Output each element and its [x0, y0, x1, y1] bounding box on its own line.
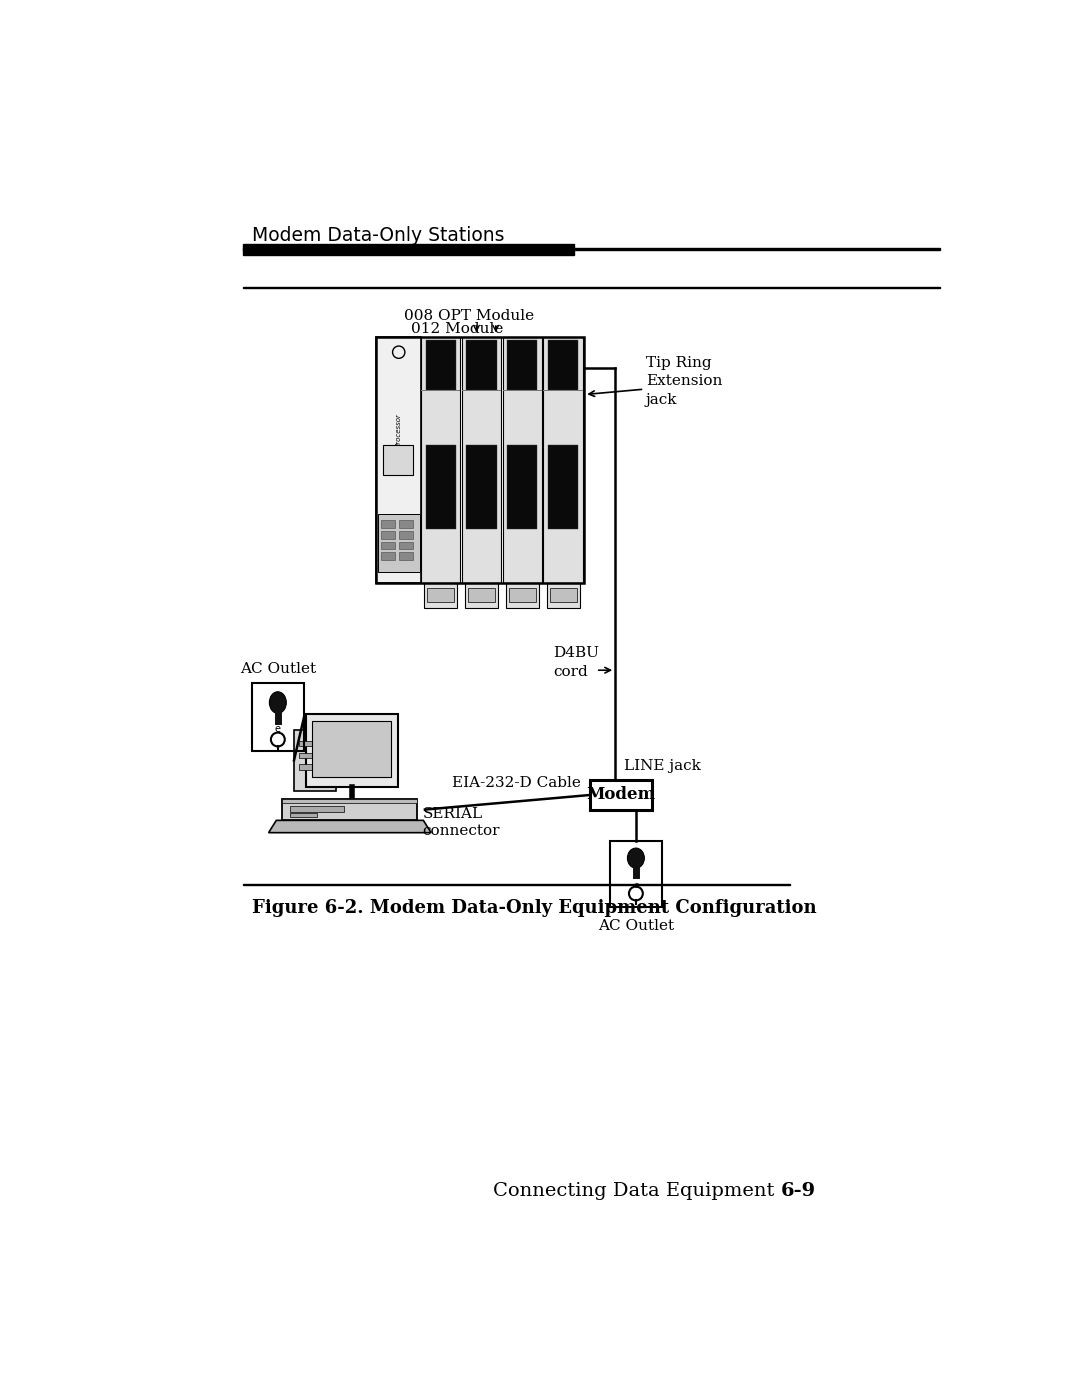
Text: Figure 6-2. Modem Data-Only Equipment Configuration: Figure 6-2. Modem Data-Only Equipment Co… [252, 898, 816, 917]
Bar [299, 752, 330, 757]
Text: 008 OPT Module: 008 OPT Module [404, 310, 534, 324]
Text: Processor: Processor [395, 413, 402, 448]
Bar [283, 799, 417, 804]
Ellipse shape [269, 692, 286, 713]
Bar [299, 741, 330, 746]
Bar [306, 714, 397, 787]
Text: SERIAL
connector: SERIAL connector [422, 806, 500, 838]
Bar [381, 531, 395, 538]
Text: 6-9: 6-9 [781, 1183, 815, 1201]
Bar [549, 340, 578, 391]
Bar [591, 780, 652, 810]
Text: e: e [274, 724, 281, 735]
Bar [546, 583, 580, 608]
Text: D4BU
cord: D4BU cord [554, 646, 599, 679]
Polygon shape [269, 820, 431, 833]
Bar [400, 520, 414, 527]
Bar [610, 841, 662, 907]
Bar [502, 336, 542, 583]
Bar [381, 541, 395, 550]
Bar [468, 587, 495, 601]
Bar [465, 583, 498, 608]
Bar [428, 587, 455, 601]
Bar [291, 806, 345, 812]
Bar [378, 513, 419, 572]
Bar [243, 248, 940, 250]
Bar [400, 552, 414, 561]
Text: Tip Ring
Extension
jack: Tip Ring Extension jack [646, 356, 723, 407]
Bar [509, 587, 536, 601]
Text: e: e [633, 880, 638, 890]
Bar [294, 730, 336, 791]
Text: Connecting Data Equipment: Connecting Data Equipment [494, 1183, 781, 1201]
Text: Modem: Modem [586, 787, 656, 804]
Bar [505, 583, 539, 608]
Bar [400, 541, 414, 550]
Bar [381, 552, 395, 561]
Bar [421, 391, 460, 392]
Bar [243, 244, 575, 255]
Text: EIA-232-D Cable: EIA-232-D Cable [451, 776, 581, 790]
Text: 012 Module: 012 Module [411, 322, 503, 336]
Bar [424, 583, 457, 608]
Bar [467, 340, 497, 391]
Bar [543, 391, 583, 392]
Bar [426, 445, 456, 529]
Bar [462, 336, 501, 583]
Bar [283, 799, 417, 820]
Bar [543, 336, 583, 583]
Text: AC Outlet: AC Outlet [598, 919, 674, 933]
Text: LINE jack: LINE jack [624, 759, 701, 773]
Ellipse shape [627, 848, 645, 868]
Bar [467, 445, 497, 529]
Bar [382, 445, 414, 476]
Bar [462, 391, 501, 392]
Bar [508, 445, 538, 529]
Bar [291, 813, 318, 816]
Bar [508, 340, 538, 391]
Bar [400, 531, 414, 538]
Bar [502, 391, 542, 392]
Bar [252, 684, 305, 751]
Bar [426, 340, 456, 391]
Bar [549, 445, 578, 529]
Bar [377, 336, 584, 583]
Bar [299, 764, 330, 770]
Bar [550, 587, 577, 601]
Bar [421, 336, 460, 583]
Bar [377, 336, 421, 583]
Bar [312, 721, 391, 777]
Text: AC Outlet: AC Outlet [240, 661, 316, 675]
Bar [381, 520, 395, 527]
Text: Modem Data-Only Stations: Modem Data-Only Stations [252, 226, 504, 244]
